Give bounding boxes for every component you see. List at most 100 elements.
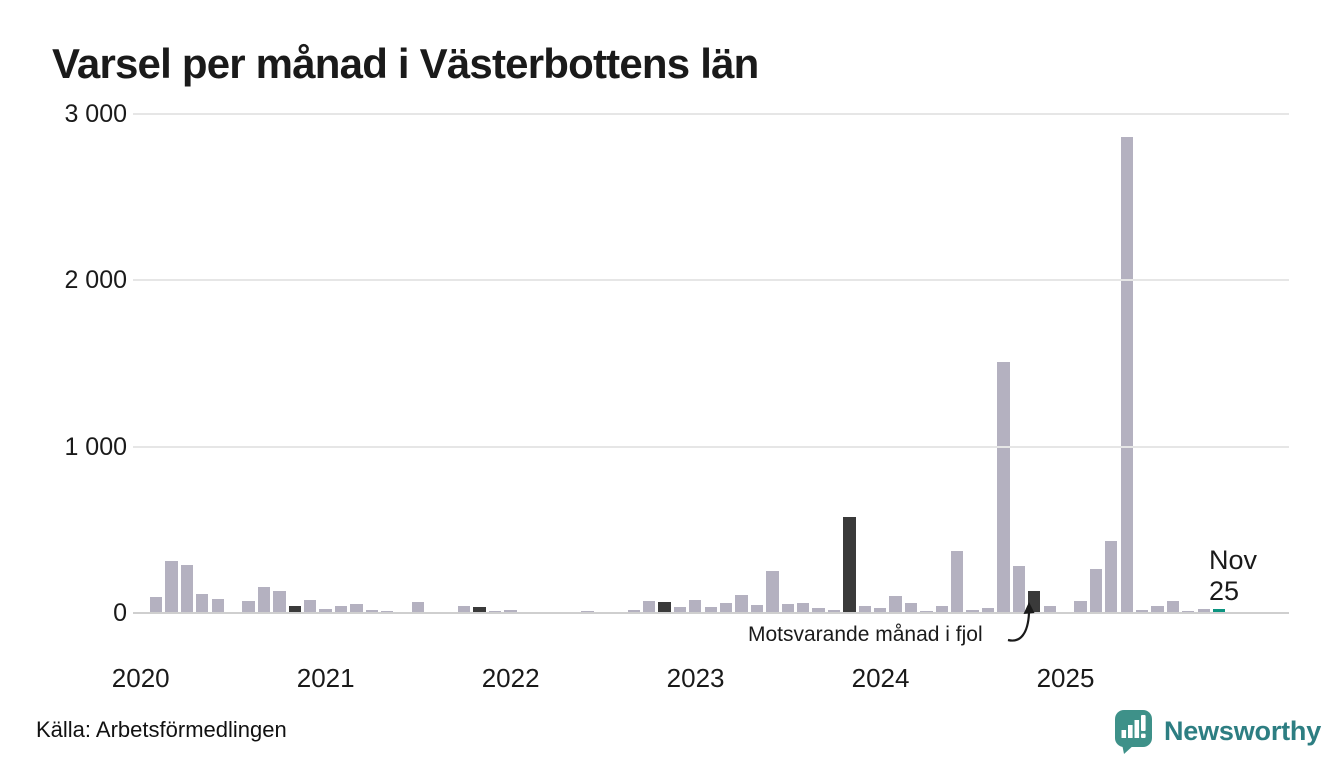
bar-jan-2022 xyxy=(504,609,517,613)
bar-slot-empty xyxy=(1242,114,1257,613)
bar-jul-2024 xyxy=(966,610,979,613)
bar-dec-2022 xyxy=(673,607,687,613)
bar-okt-2021 xyxy=(458,605,471,613)
bar-slot xyxy=(903,114,918,613)
bar-slot xyxy=(688,114,703,613)
bar-slot-empty xyxy=(1273,114,1288,613)
bar-nov-2025 xyxy=(1212,608,1226,613)
bar-slot xyxy=(873,114,888,613)
bar-slot xyxy=(934,114,949,613)
bar-feb-2024 xyxy=(889,596,902,613)
bar-sep-2025 xyxy=(1182,610,1195,613)
bar-slot xyxy=(626,114,641,613)
bar-slot xyxy=(718,114,733,613)
bar-sep-2020 xyxy=(257,587,271,613)
bar-slot xyxy=(857,114,872,613)
year-label-2024: 2024 xyxy=(851,663,910,693)
y-tick-label-0: 0 xyxy=(113,599,127,627)
bar-jul-2025 xyxy=(1151,606,1164,613)
bar-apr-2023 xyxy=(735,594,748,613)
bar-slot xyxy=(811,114,826,613)
source-note: Källa: Arbetsförmedlingen xyxy=(36,717,287,742)
bar-aug-2024 xyxy=(981,608,995,613)
bar-jan-2021 xyxy=(319,608,332,613)
bar-slot xyxy=(549,114,564,613)
bar-slot xyxy=(1042,114,1057,613)
bar-slot xyxy=(1134,114,1149,613)
bar-slot xyxy=(1073,114,1088,613)
year-label-2021: 2021 xyxy=(296,663,355,693)
bar-feb-2020 xyxy=(149,597,163,613)
bar-slot xyxy=(950,114,965,613)
bar-slot xyxy=(564,114,579,613)
annotation-arrow-icon xyxy=(1007,602,1035,642)
bar-okt-2024 xyxy=(1012,566,1026,613)
year-label-2025: 2025 xyxy=(1036,663,1095,693)
bar-okt-2023 xyxy=(827,610,841,613)
plot-area xyxy=(133,113,1289,614)
bar-slot xyxy=(457,114,472,613)
bar-slot xyxy=(1088,114,1103,613)
bar-dec-2020 xyxy=(304,599,317,613)
bar-maj-2023 xyxy=(750,605,764,613)
bar-slot xyxy=(580,114,595,613)
bar-slot xyxy=(734,114,749,613)
bar-slot xyxy=(641,114,656,613)
chart-title: Varsel per månad i Västerbottens län xyxy=(52,40,759,87)
gridline-0 xyxy=(133,612,1289,614)
bar-slot xyxy=(795,114,810,613)
bar-slot xyxy=(487,114,502,613)
bar-slot xyxy=(611,114,626,613)
bar-slot xyxy=(364,114,379,613)
y-axis-labels: 3 000 2 000 1 000 0 xyxy=(0,100,127,627)
bar-jun-2020 xyxy=(211,598,224,613)
bar-slot xyxy=(703,114,718,613)
current-month-label: Nov 25 xyxy=(1209,545,1257,607)
bar-feb-2021 xyxy=(334,605,348,613)
bar-slot xyxy=(333,114,348,613)
bar-slot xyxy=(225,114,240,613)
bar-aug-2023 xyxy=(797,603,810,613)
y-tick-label-2000: 2 000 xyxy=(64,266,127,295)
bar-slot xyxy=(410,114,425,613)
bar-slot xyxy=(518,114,533,613)
bar-okt-2025 xyxy=(1197,608,1210,613)
x-axis-labels: 2020 2021 2022 2023 2024 2025 xyxy=(112,658,1289,698)
bar-slot xyxy=(1165,114,1180,613)
bar-maj-2024 xyxy=(935,606,948,613)
bar-apr-2020 xyxy=(180,564,194,613)
bar-slot xyxy=(426,114,441,613)
bar-slot xyxy=(1027,114,1042,613)
current-month-year: 25 xyxy=(1209,576,1240,606)
bar-slot xyxy=(780,114,795,613)
bar-mar-2023 xyxy=(719,603,733,613)
year-label-2022: 2022 xyxy=(481,663,540,693)
bar-slot xyxy=(503,114,518,613)
bar-jun-2023 xyxy=(766,570,779,613)
bar-slot xyxy=(302,114,317,613)
bar-slot xyxy=(349,114,364,613)
bar-slot xyxy=(210,114,225,613)
bar-slot xyxy=(380,114,395,613)
bar-slot xyxy=(888,114,903,613)
bar-slot xyxy=(842,114,857,613)
bar-slot xyxy=(595,114,610,613)
bar-slot xyxy=(1181,114,1196,613)
bar-sep-2024 xyxy=(997,361,1010,613)
bar-slot xyxy=(965,114,980,613)
bar-slot xyxy=(1196,114,1211,613)
bar-slot-empty xyxy=(1227,114,1242,613)
bar-aug-2020 xyxy=(242,600,255,613)
annotation-text: Motsvarande månad i fjol xyxy=(748,623,983,646)
bar-slot xyxy=(1119,114,1134,613)
gridline-3000 xyxy=(133,113,1289,115)
bar-maj-2020 xyxy=(196,593,209,613)
bar-mar-2020 xyxy=(165,561,178,613)
newsworthy-icon xyxy=(1115,710,1152,754)
bar-slot xyxy=(826,114,841,613)
bar-dec-2024 xyxy=(1043,606,1056,613)
bar-nov-2021 xyxy=(473,607,486,613)
bar-slot xyxy=(672,114,687,613)
y-tick-label-1000: 1 000 xyxy=(64,432,127,461)
